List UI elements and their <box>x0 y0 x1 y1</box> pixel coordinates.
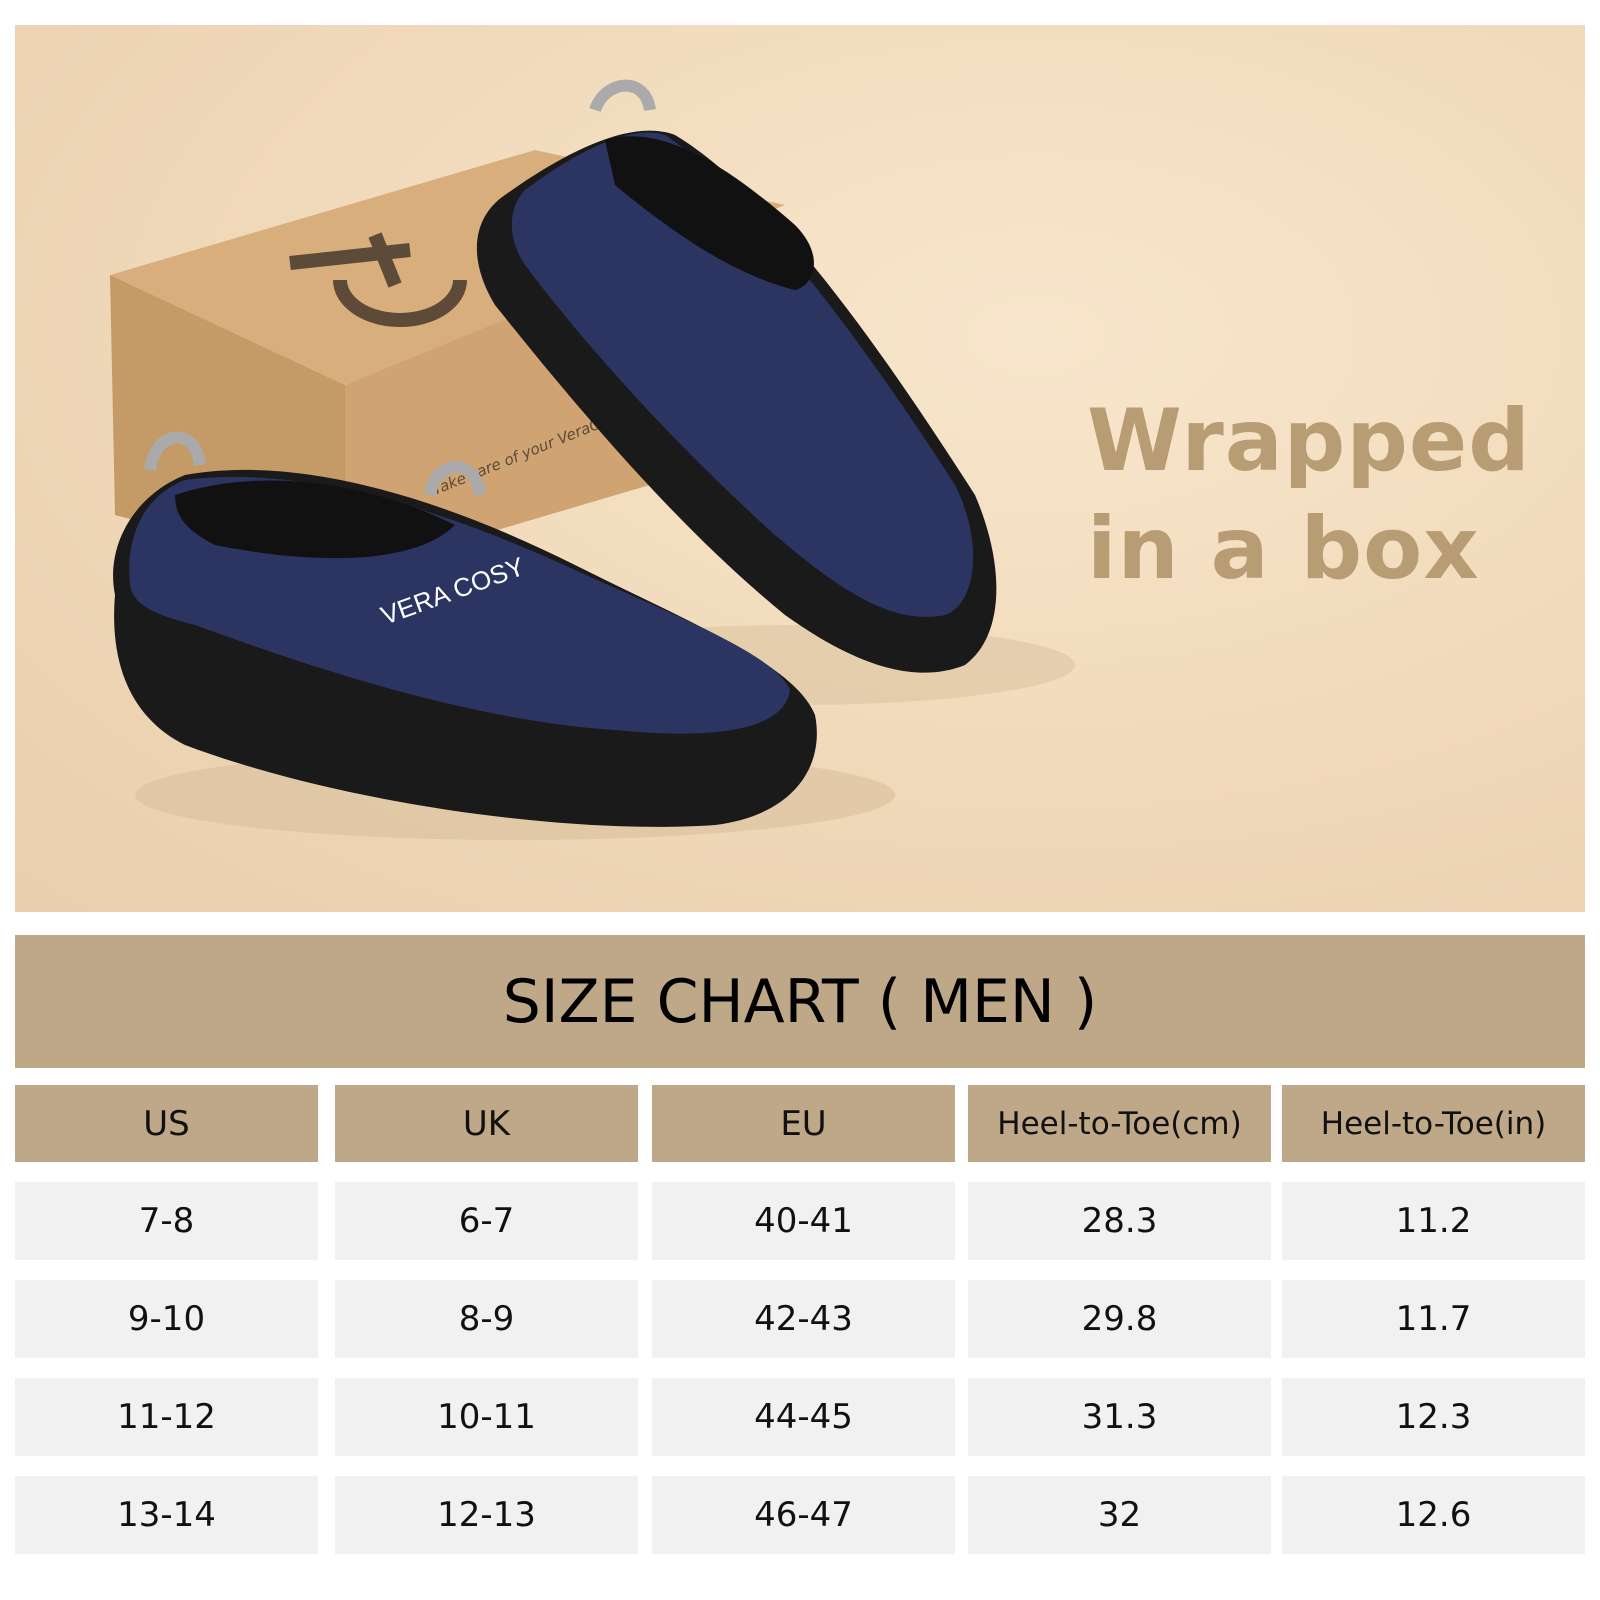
shoe-front: VERA COSY <box>113 431 817 827</box>
column-header: Heel-to-Toe(cm) <box>968 1085 1271 1162</box>
table-cell: 12.3 <box>1282 1378 1585 1456</box>
table-cell: 8-9 <box>335 1280 638 1358</box>
product-illustration: Take care of your VeraCosy, care of your… <box>110 79 1075 840</box>
product-photo: Take care of your VeraCosy, care of your… <box>15 25 1585 912</box>
tagline: Wrapped in a box <box>1087 387 1531 603</box>
table-cell: 7-8 <box>15 1182 318 1260</box>
table-cell: 42-43 <box>652 1280 955 1358</box>
table-cell: 11.7 <box>1282 1280 1585 1358</box>
table-cell: 29.8 <box>968 1280 1271 1358</box>
size-chart-title: SIZE CHART ( MEN ) <box>15 935 1585 1068</box>
shoe-back <box>476 79 997 673</box>
column-header: US <box>15 1085 318 1162</box>
table-cell: 46-47 <box>652 1476 955 1554</box>
table-cell: 11-12 <box>15 1378 318 1456</box>
table-cell: 32 <box>968 1476 1271 1554</box>
table-cell: 10-11 <box>335 1378 638 1456</box>
table-cell: 9-10 <box>15 1280 318 1358</box>
table-cell: 6-7 <box>335 1182 638 1260</box>
table-cell: 11.2 <box>1282 1182 1585 1260</box>
table-cell: 31.3 <box>968 1378 1271 1456</box>
tagline-line-2: in a box <box>1087 499 1480 599</box>
table-cell: 44-45 <box>652 1378 955 1456</box>
column-header: UK <box>335 1085 638 1162</box>
column-header: EU <box>652 1085 955 1162</box>
column-header: Heel-to-Toe(in) <box>1282 1085 1585 1162</box>
table-cell: 12-13 <box>335 1476 638 1554</box>
table-cell: 40-41 <box>652 1182 955 1260</box>
table-cell: 12.6 <box>1282 1476 1585 1554</box>
tagline-line-1: Wrapped <box>1087 391 1531 491</box>
table-cell: 13-14 <box>15 1476 318 1554</box>
table-cell: 28.3 <box>968 1182 1271 1260</box>
